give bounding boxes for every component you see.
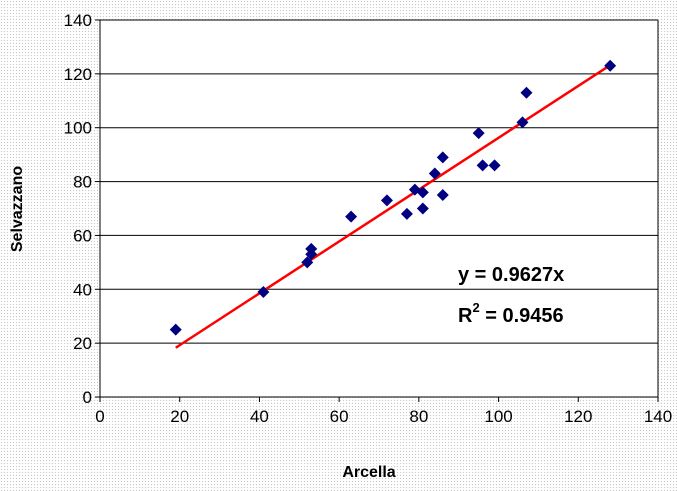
y-tick-label: 20 <box>73 334 92 353</box>
tick-labels: 0 20 40 60 80 100 120 140 0 20 40 60 80 100 120 140 <box>64 11 673 426</box>
data-point <box>305 242 318 255</box>
data-point <box>257 285 270 298</box>
x-tick-label: 120 <box>564 407 592 426</box>
data-point <box>488 159 501 172</box>
data-points <box>169 59 617 336</box>
data-point <box>416 202 429 215</box>
data-point <box>436 189 449 202</box>
y-tick-label: 80 <box>73 173 92 192</box>
x-tick-label: 100 <box>484 407 512 426</box>
trendline <box>175 64 611 349</box>
x-tick-label: 60 <box>330 407 349 426</box>
data-point <box>416 186 429 199</box>
x-tick-label: 20 <box>170 407 189 426</box>
data-point <box>301 256 314 269</box>
data-point <box>520 86 533 99</box>
data-point <box>436 151 449 164</box>
regression-equation: y = 0.9627x <box>458 264 564 286</box>
data-point <box>472 127 485 140</box>
y-tick-label: 120 <box>64 65 92 84</box>
data-point <box>380 194 393 207</box>
data-point <box>516 116 529 129</box>
r-squared-letter: R <box>458 305 473 327</box>
y-tick-label: 100 <box>64 119 92 138</box>
x-axis-label: Arcella <box>342 464 395 481</box>
plot-area <box>100 20 658 397</box>
x-tick-label: 140 <box>644 407 672 426</box>
y-tick-label: 0 <box>83 388 92 407</box>
y-tick-label: 60 <box>73 226 92 245</box>
x-tick-label: 80 <box>409 407 428 426</box>
r-squared-superscript: 2 <box>472 300 479 315</box>
x-tick-label: 40 <box>250 407 269 426</box>
y-tick-label: 140 <box>64 11 92 30</box>
r-squared-value: = 0.9456 <box>480 305 564 327</box>
trendline-line <box>175 64 611 349</box>
r-squared-label: R2 = 0.9456 <box>458 300 564 327</box>
data-point <box>428 167 441 180</box>
data-point <box>604 59 617 72</box>
y-tick-label: 40 <box>73 280 92 299</box>
gridlines <box>100 19 658 344</box>
data-point <box>345 210 358 223</box>
x-tick-label: 0 <box>95 407 104 426</box>
data-point <box>400 207 413 220</box>
data-point <box>169 323 182 336</box>
axes <box>95 19 659 402</box>
data-point <box>476 159 489 172</box>
y-axis-label: Selvazzano <box>9 166 26 252</box>
